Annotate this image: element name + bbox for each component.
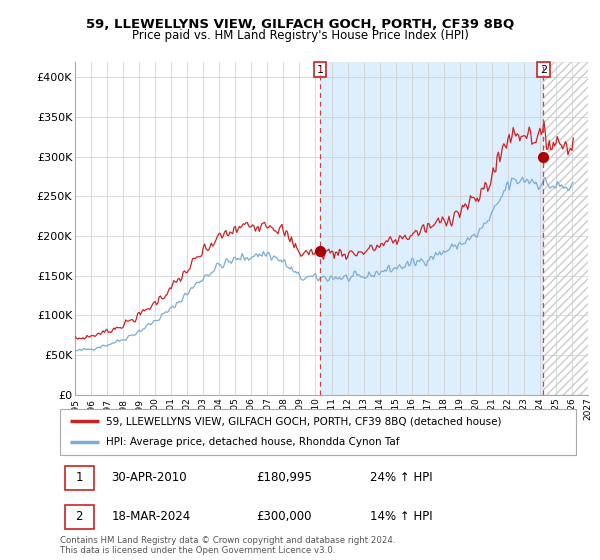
Text: Price paid vs. HM Land Registry's House Price Index (HPI): Price paid vs. HM Land Registry's House …	[131, 29, 469, 42]
Text: 24% ↑ HPI: 24% ↑ HPI	[370, 471, 432, 484]
FancyBboxPatch shape	[65, 505, 94, 529]
Bar	[320, 62, 543, 395]
Text: 2: 2	[540, 64, 547, 74]
FancyBboxPatch shape	[60, 409, 576, 455]
Text: 59, LLEWELLYNS VIEW, GILFACH GOCH, PORTH, CF39 8BQ (detached house): 59, LLEWELLYNS VIEW, GILFACH GOCH, PORTH…	[106, 416, 502, 426]
Text: 59, LLEWELLYNS VIEW, GILFACH GOCH, PORTH, CF39 8BQ: 59, LLEWELLYNS VIEW, GILFACH GOCH, PORTH…	[86, 18, 514, 31]
Text: £180,995: £180,995	[256, 471, 312, 484]
FancyBboxPatch shape	[65, 465, 94, 490]
Text: 18-MAR-2024: 18-MAR-2024	[112, 510, 191, 524]
Text: 1: 1	[317, 64, 323, 74]
Bar	[543, 62, 600, 395]
Text: 30-APR-2010: 30-APR-2010	[112, 471, 187, 484]
Text: £300,000: £300,000	[256, 510, 311, 524]
Text: 14% ↑ HPI: 14% ↑ HPI	[370, 510, 432, 524]
Text: Contains HM Land Registry data © Crown copyright and database right 2024.
This d: Contains HM Land Registry data © Crown c…	[60, 536, 395, 556]
Text: 2: 2	[76, 510, 83, 524]
Text: HPI: Average price, detached house, Rhondda Cynon Taf: HPI: Average price, detached house, Rhon…	[106, 437, 400, 447]
Text: 1: 1	[76, 471, 83, 484]
